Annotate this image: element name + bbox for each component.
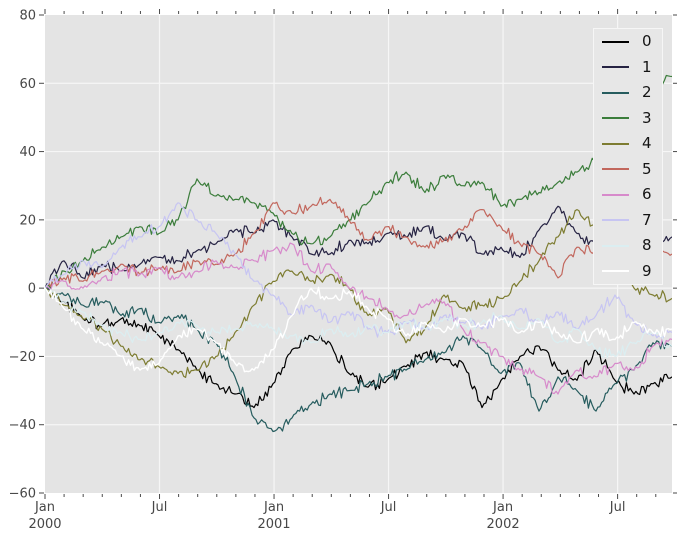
series-group	[45, 74, 672, 433]
legend-line-swatch-1	[602, 66, 629, 69]
series-line-3	[45, 74, 672, 289]
legend-label-9: 9	[642, 261, 652, 280]
x-tick-label-Jul-18: Jul	[380, 500, 397, 515]
legend-line-swatch-7	[602, 219, 629, 222]
y-tick-label-0: 0	[28, 282, 36, 297]
legend-entry-0: 0	[594, 29, 662, 55]
x-tick-label-Jan-24: Jan	[492, 500, 513, 515]
legend-line-swatch-5	[602, 168, 629, 171]
legend-label-3: 3	[642, 108, 652, 127]
legend-label-1: 1	[642, 57, 652, 76]
legend-entry-3: 3	[594, 106, 662, 132]
y-tick-label--20: −20	[9, 350, 36, 365]
legend-entry-6: 6	[594, 182, 662, 208]
legend-label-5: 5	[642, 159, 652, 178]
legend-entry-9: 9	[594, 259, 662, 285]
legend-label-0: 0	[642, 32, 652, 51]
legend-entry-8: 8	[594, 233, 662, 259]
x-tick-label-Jul-30: Jul	[609, 500, 626, 515]
series-line-4	[45, 209, 672, 378]
legend-label-7: 7	[642, 210, 652, 229]
legend-line-swatch-8	[602, 244, 629, 247]
series-line-0	[45, 287, 672, 409]
legend-line-swatch-3	[602, 117, 629, 120]
x-tick-sublabel-2002: 2002	[487, 517, 520, 532]
legend-label-2: 2	[642, 83, 652, 102]
legend-label-8: 8	[642, 236, 652, 255]
x-tick-label-Jan-12: Jan	[263, 500, 284, 515]
legend-entry-2: 2	[594, 80, 662, 106]
legend-line-swatch-4	[602, 142, 629, 145]
series-line-9	[45, 286, 672, 373]
y-tick-label-40: 40	[19, 145, 36, 160]
legend-line-swatch-0	[602, 40, 629, 43]
legend: 0 1 2 3 4 5 6 7 8 9	[593, 28, 663, 285]
series-line-8	[45, 287, 672, 359]
x-tick-sublabel-2001: 2001	[257, 517, 290, 532]
series-line-1	[45, 205, 672, 289]
x-tick-sublabel-2000: 2000	[28, 517, 61, 532]
series-line-5	[45, 196, 672, 289]
legend-line-swatch-6	[602, 193, 629, 196]
legend-entry-7: 7	[594, 208, 662, 234]
legend-label-6: 6	[642, 185, 652, 204]
x-tick-label-Jan-0: Jan	[34, 500, 55, 515]
x-tick-label-Jul-6: Jul	[151, 500, 168, 515]
legend-entry-4: 4	[594, 131, 662, 157]
series-line-7	[45, 202, 672, 339]
legend-line-swatch-9	[602, 270, 629, 273]
legend-entry-1: 1	[594, 55, 662, 81]
legend-label-4: 4	[642, 134, 652, 153]
legend-entry-5: 5	[594, 157, 662, 183]
y-tick-label-60: 60	[19, 77, 36, 92]
y-tick-label--40: −40	[9, 418, 36, 433]
y-tick-label--60: −60	[9, 487, 36, 502]
plot-area	[45, 15, 672, 493]
y-tick-label-80: 80	[19, 9, 36, 24]
legend-line-swatch-2	[602, 91, 629, 94]
y-tick-label-20: 20	[19, 213, 36, 228]
